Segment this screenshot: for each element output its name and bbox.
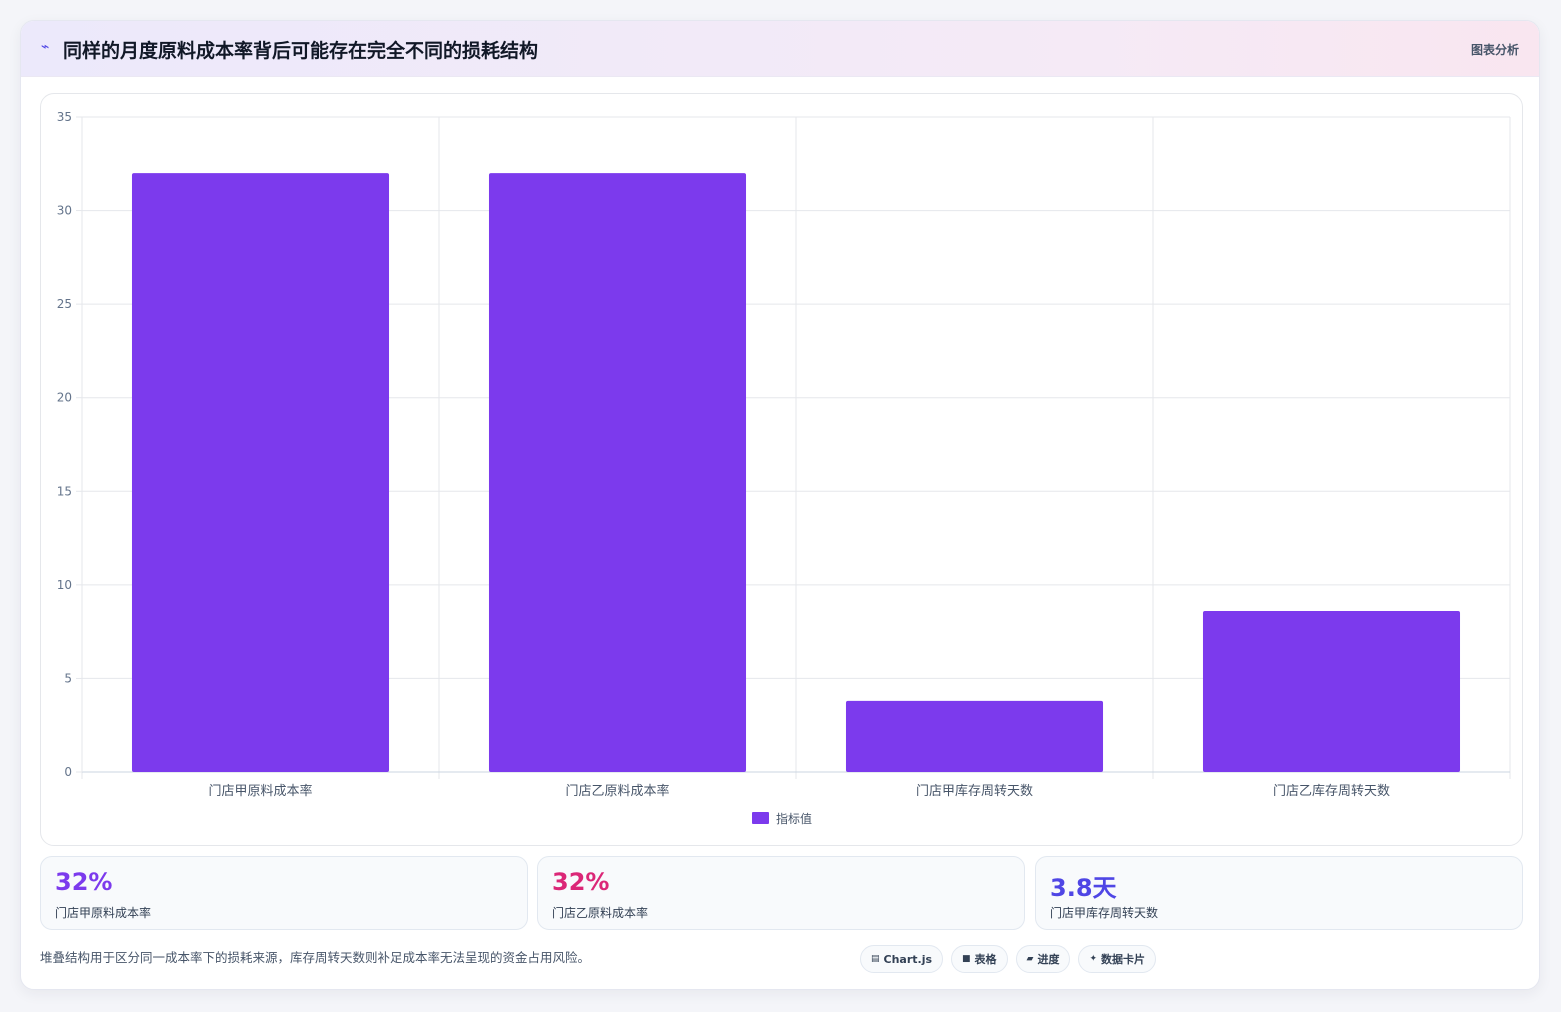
stat-label: 门店甲库存周转天数 — [1050, 906, 1159, 920]
card-header: ⌁ 同样的月度原料成本率背后可能存在完全不同的损耗结构 图表分析 — [21, 21, 1539, 77]
y-tick-label: 30 — [57, 204, 72, 218]
stat-value: 32% — [552, 868, 610, 896]
stat-label: 门店甲原料成本率 — [55, 906, 152, 920]
pill-label: 数据卡片 — [1101, 953, 1146, 966]
y-tick-label: 25 — [57, 297, 72, 311]
pill-label: 表格 — [974, 953, 997, 966]
bar — [131, 173, 390, 773]
legend-label: 指标值 — [776, 811, 812, 826]
pill-data-card[interactable]: ✦ 数据卡片 — [1078, 945, 1157, 973]
stat-value: 32% — [55, 868, 113, 896]
y-tick-label: 5 — [64, 671, 72, 685]
y-tick-label: 15 — [57, 484, 72, 498]
x-tick-label: 门店乙库存周转天数 — [1273, 783, 1390, 799]
y-tick-label: 20 — [57, 391, 72, 405]
stat-card-3: 3.8天 门店甲库存周转天数 — [1035, 856, 1523, 930]
bar — [1202, 611, 1461, 772]
bar — [488, 173, 747, 773]
x-tick-label: 门店甲库存周转天数 — [916, 783, 1033, 799]
pill-progress[interactable]: ▰ 进度 — [1015, 945, 1071, 973]
x-tick-label: 门店甲原料成本率 — [208, 783, 312, 799]
stat-label: 门店乙原料成本率 — [552, 906, 649, 920]
y-tick-label: 35 — [57, 110, 72, 124]
legend-swatch — [752, 812, 769, 824]
pill-label: Chart.js — [883, 952, 933, 966]
pill-label: 进度 — [1037, 953, 1060, 966]
y-tick-label: 0 — [64, 765, 72, 779]
progress-icon: ▰ — [1026, 954, 1034, 964]
x-tick-label: 门店乙原料成本率 — [565, 783, 669, 799]
sparkle-icon: ✦ — [1089, 954, 1098, 964]
tag-pills: ▤ Chart.js ■ 表格 ▰ 进度 ✦ 数据卡片 — [860, 945, 1157, 973]
card-title: 同样的月度原料成本率背后可能存在完全不同的损耗结构 — [63, 40, 539, 62]
stat-card-2: 32% 门店乙原料成本率 — [537, 856, 1025, 930]
chart-area: 0 5 10 15 20 25 30 35 门店甲原料成本率 门店乙原料成本率 门店甲库存周转天数 门… — [40, 93, 1523, 846]
stat-value: 3.8天 — [1050, 874, 1117, 902]
chart-card: ⌁ 同样的月度原料成本率背后可能存在完全不同的损耗结构 图表分析 0 5 10 15 2… — [20, 20, 1540, 990]
chart-icon: ▤ — [871, 954, 880, 964]
y-tick-label: 10 — [57, 578, 72, 592]
chart-line-icon: ⌁ — [41, 39, 50, 55]
footnote: 堆叠结构用于区分同一成本率下的损耗来源，库存周转天数则补足成本率无法呈现的资金占… — [40, 950, 591, 965]
bar — [845, 700, 1104, 772]
card-tag: 图表分析 — [1470, 43, 1519, 57]
stat-card-1: 32% 门店甲原料成本率 — [40, 856, 528, 930]
table-icon: ■ — [962, 954, 971, 964]
pill-table[interactable]: ■ 表格 — [951, 945, 1008, 973]
bar-chart: 0 5 10 15 20 25 30 35 门店甲原料成本率 门店乙原料成本率 门店甲库存周转天数 门… — [57, 110, 1511, 826]
pill-chartjs[interactable]: ▤ Chart.js — [860, 945, 944, 973]
